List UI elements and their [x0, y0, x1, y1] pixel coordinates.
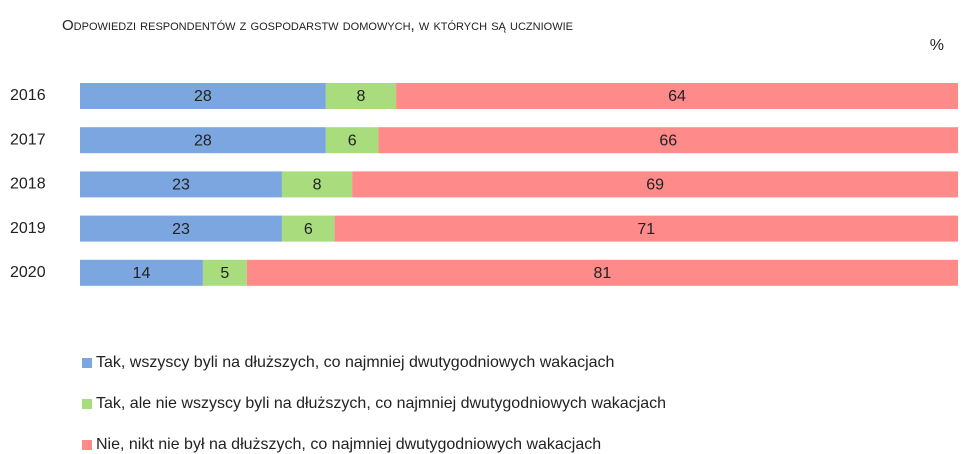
bar-segment [352, 171, 958, 198]
bar-segment [378, 127, 958, 154]
y-tick-label: 2017 [10, 131, 46, 148]
value-label: 66 [659, 132, 677, 149]
bar-segment [80, 83, 326, 109]
value-label: 23 [172, 221, 190, 238]
legend-label: Nie, nikt nie był na dłuższych, co najmn… [96, 436, 601, 453]
bar-segment [202, 259, 247, 286]
legend-label: Tak, ale nie wszyscy byli na dłuższych, … [96, 395, 666, 412]
bar-segment [334, 215, 958, 242]
chart-title: Odpowiedzi respondentów z gospodarstw do… [62, 17, 573, 34]
value-label: 6 [348, 132, 357, 149]
value-label: 6 [304, 221, 313, 238]
legend-label: Tak, wszyscy byli na dłuższych, co najmn… [96, 354, 614, 371]
value-label: 28 [194, 88, 212, 105]
value-label: 8 [313, 177, 322, 194]
bar-segment [80, 171, 282, 198]
y-tick-label: 2018 [10, 176, 46, 193]
bar-segment [80, 127, 326, 154]
value-label: 69 [646, 177, 664, 194]
value-label: 23 [172, 177, 190, 194]
value-label: 64 [668, 88, 686, 105]
bar-segment [325, 127, 379, 154]
bar-segment [281, 215, 335, 242]
bar-segment [396, 83, 959, 109]
legend-swatch [82, 399, 92, 409]
value-label: 8 [357, 88, 366, 105]
value-label: 71 [637, 221, 655, 238]
unit-label: % [930, 37, 944, 54]
bar-segment [281, 171, 353, 198]
y-tick-label: 2019 [10, 220, 46, 237]
value-label: 14 [133, 265, 151, 282]
y-tick-label: 2016 [10, 87, 46, 104]
legend-swatch [82, 358, 92, 368]
bar-segment [246, 259, 958, 286]
bar-segment [325, 83, 397, 109]
value-label: 28 [194, 132, 212, 149]
value-label: 5 [220, 265, 229, 282]
legend-swatch [82, 440, 92, 450]
bar-segment [80, 259, 203, 286]
y-tick-label: 2020 [10, 264, 46, 281]
value-label: 81 [594, 265, 612, 282]
bar-segment [80, 215, 282, 242]
